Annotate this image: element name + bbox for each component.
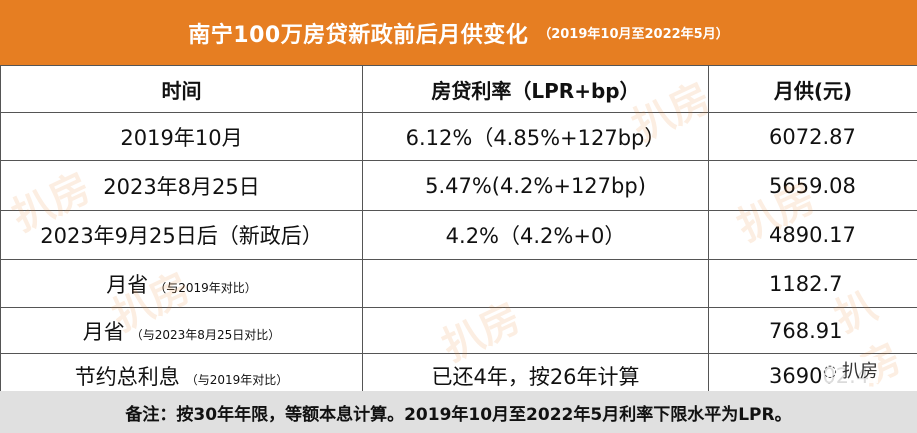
cell-time: 节约总利息 （与2019年对比） (0, 353, 363, 398)
table-row: 月省 （与2023年8月25日对比） 768.91 (0, 307, 917, 354)
cell-rate: 4.2%（4.2%+0） (362, 210, 709, 260)
header-time: 时间 (0, 65, 363, 113)
mortgage-table: 时间 房贷利率（LPR+bp） 月供(元) 2019年10月 6.12%（4.8… (0, 65, 917, 398)
wechat-icon: ◌ (823, 360, 837, 380)
cell-payment: 6072.87 (708, 112, 917, 161)
header-payment: 月供(元) (708, 65, 917, 113)
cell-rate: 已还4年，按26年计算 (362, 353, 709, 398)
time-note: （与2019年对比） (185, 372, 289, 387)
cell-time: 月省 （与2023年8月25日对比） (0, 307, 363, 354)
time-text: 月省 (106, 272, 149, 297)
cell-payment: 5659.08 (708, 160, 917, 211)
time-text: 2023年8月25日 (103, 174, 260, 199)
table-row: 2019年10月 6.12%（4.85%+127bp） 6072.87 (0, 112, 917, 161)
cell-rate (362, 259, 709, 308)
footer-note: 备注：按30年年限，等额本息计算。2019年10月至2022年5月利率下限水平为… (0, 391, 917, 433)
cell-rate: 5.47%(4.2%+127bp) (362, 160, 709, 211)
page-subtitle: （2019年10月至2022年5月） (538, 27, 729, 42)
cell-payment: 1182.7 (708, 259, 917, 308)
brand-badge: ◌ 扒房 (823, 357, 878, 383)
time-text: 2023年9月25日后（新政后） (40, 224, 323, 248)
time-text: 2019年10月 (120, 125, 243, 150)
header-rate: 房贷利率（LPR+bp） (362, 65, 709, 113)
cell-payment: 4890.17 (708, 210, 917, 260)
cell-rate: 6.12%（4.85%+127bp） (362, 112, 709, 161)
time-note: （与2019年对比） (154, 280, 257, 295)
cell-rate (362, 307, 709, 354)
cell-payment: 768.91 (708, 307, 917, 354)
table-row: 2023年8月25日 5.47%(4.2%+127bp) 5659.08 (0, 160, 917, 211)
cell-time: 2019年10月 (0, 112, 363, 161)
cell-time: 2023年9月25日后（新政后） (0, 210, 363, 260)
time-text: 节约总利息 (74, 364, 180, 389)
time-text: 月省 (82, 319, 125, 344)
cell-time: 月省 （与2019年对比） (0, 259, 363, 308)
page-title: 南宁100万房贷新政前后月供变化 (188, 22, 529, 48)
time-note: （与2023年8月25日对比） (130, 327, 281, 342)
table-header-row: 时间 房贷利率（LPR+bp） 月供(元) (0, 65, 917, 113)
table-row: 月省 （与2019年对比） 1182.7 (0, 259, 917, 308)
cell-time: 2023年8月25日 (0, 160, 363, 211)
brand-label: 扒房 (841, 361, 878, 382)
title-bar: 南宁100万房贷新政前后月供变化 （2019年10月至2022年5月） (0, 0, 917, 66)
table-row: 2023年9月25日后（新政后） 4.2%（4.2%+0） 4890.17 (0, 210, 917, 260)
